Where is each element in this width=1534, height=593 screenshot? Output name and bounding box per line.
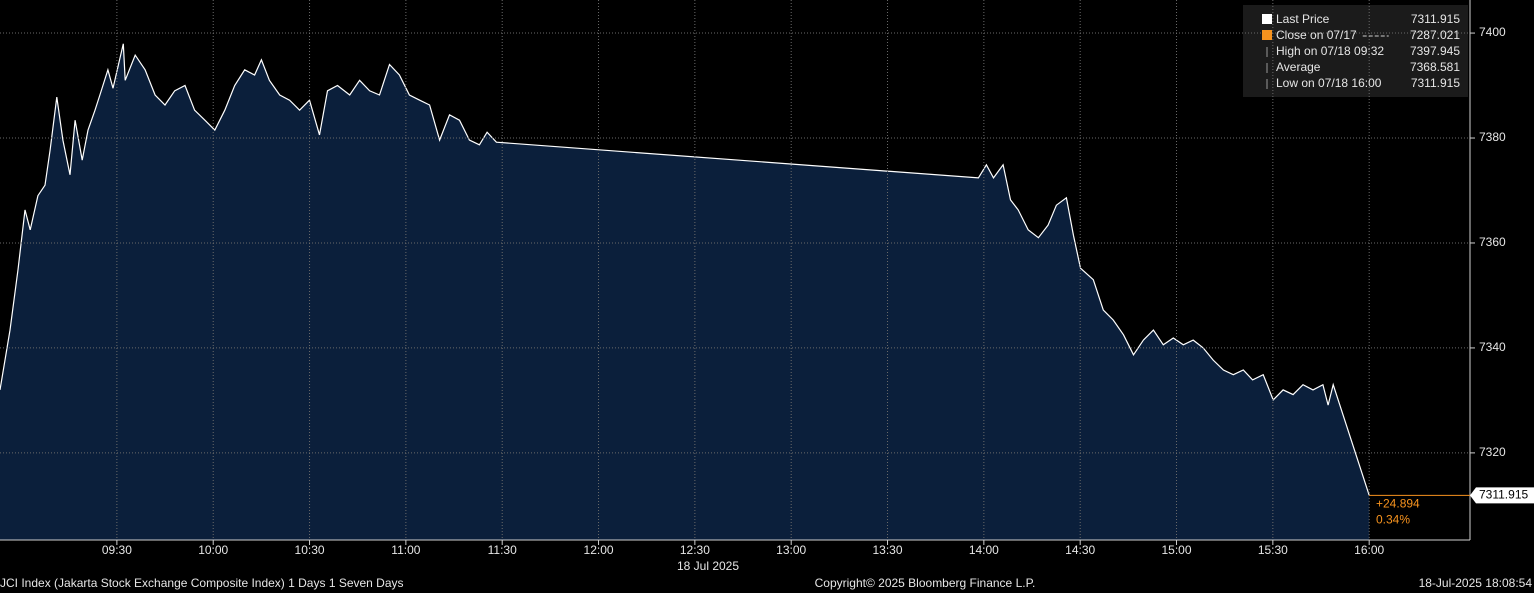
x-tick-label: 11:00 [391,543,420,557]
x-tick-label: 13:30 [873,543,903,557]
x-tick-label: 16:00 [1354,543,1384,557]
legend-value: 7311.915 [1411,12,1460,26]
y-tick-label: 7340 [1479,340,1506,354]
legend-value: 7287.021 [1410,28,1460,42]
price-line [0,43,1370,496]
footer-center: Copyright© 2025 Bloomberg Finance L.P. [815,576,1036,590]
last-price-tag [1470,487,1534,504]
legend-label: Last Price [1276,12,1330,26]
x-tick-label: 12:30 [680,543,710,557]
y-tick-label: 7320 [1479,445,1506,459]
x-tick-label: 15:30 [1258,543,1288,557]
legend-label: Close on 07/17 [1276,28,1357,42]
x-tick-label: 12:00 [584,543,614,557]
change-pct-label: 0.34% [1376,512,1410,526]
x-tick-label: 10:00 [198,543,228,557]
legend-box [1243,5,1468,97]
date-label: 18 Jul 2025 [677,559,739,573]
legend-label: Average [1276,60,1321,74]
x-tick-label: 09:30 [102,543,132,557]
legend-swatch [1262,14,1272,24]
legend-label: High on 07/18 09:32 [1276,44,1384,58]
legend-value: 7368.581 [1410,60,1460,74]
legend-value: 7311.915 [1411,76,1460,90]
area [0,43,1370,541]
legend-value: 7397.945 [1410,44,1460,58]
y-tick-label: 7400 [1479,25,1506,39]
x-tick-label: 14:30 [1065,543,1095,557]
y-tick-label: 7380 [1479,130,1506,144]
x-tick-label: 13:00 [776,543,806,557]
legend-swatch [1262,30,1272,40]
legend-label: Low on 07/18 16:00 [1276,76,1382,90]
x-tick-label: 15:00 [1161,543,1191,557]
x-tick-label: 11:30 [488,543,517,557]
footer-right: 18-Jul-2025 18:08:54 [1419,576,1533,590]
x-tick-label: 14:00 [969,543,999,557]
y-tick-label: 7360 [1479,235,1506,249]
last-price-label: 7311.915 [1479,487,1528,501]
footer-left: JCI Index (Jakarta Stock Exchange Compos… [0,576,404,590]
change-label: +24.894 [1376,496,1420,510]
x-tick-label: 10:30 [295,543,325,557]
